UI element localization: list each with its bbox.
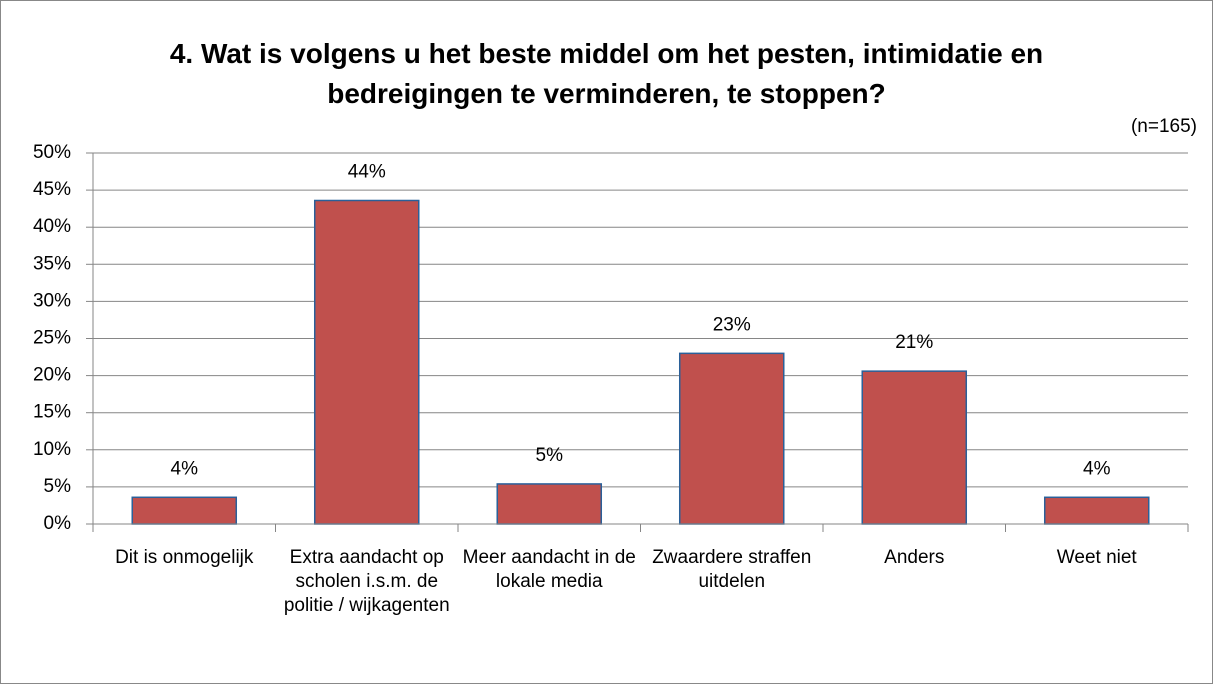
- x-tick-label: Zwaardere straffen uitdelen: [652, 547, 812, 592]
- x-tick-label: Dit is onmogelijk: [115, 547, 254, 568]
- y-tick-label: 15%: [33, 402, 71, 423]
- y-tick-label: 0%: [44, 513, 72, 534]
- data-label: 5%: [536, 445, 564, 466]
- data-label: 4%: [171, 458, 199, 479]
- bar: [131, 496, 238, 525]
- y-tick-label: 20%: [33, 365, 71, 386]
- x-tick-label: Extra aandacht op scholen i.s.m. de poli…: [283, 547, 450, 616]
- y-tick-label: 10%: [33, 439, 71, 460]
- bar: [678, 352, 785, 525]
- chart-title: 4. Wat is volgens u het beste middel om …: [169, 38, 1044, 109]
- y-tick-label: 30%: [33, 290, 71, 311]
- y-tick-label: 45%: [33, 179, 71, 200]
- bar: [861, 370, 968, 525]
- chart-subtitle: (n=165): [1130, 116, 1197, 137]
- data-label: 44%: [348, 162, 386, 183]
- x-tick-label: Meer aandacht in de lokale media: [462, 547, 636, 592]
- y-tick-label: 35%: [33, 253, 71, 274]
- x-tick-label: Weet niet: [1056, 547, 1137, 568]
- y-tick-label: 5%: [44, 476, 72, 497]
- data-label: 4%: [1083, 458, 1111, 479]
- bar: [496, 483, 603, 525]
- y-tick-label: 50%: [33, 142, 71, 163]
- x-tick-label: Anders: [884, 547, 945, 568]
- bar: [1043, 496, 1150, 525]
- data-label: 23%: [713, 314, 751, 335]
- data-label: 21%: [895, 332, 933, 353]
- bar: [313, 199, 420, 525]
- y-tick-label: 40%: [33, 216, 71, 237]
- y-tick-label: 25%: [33, 328, 71, 349]
